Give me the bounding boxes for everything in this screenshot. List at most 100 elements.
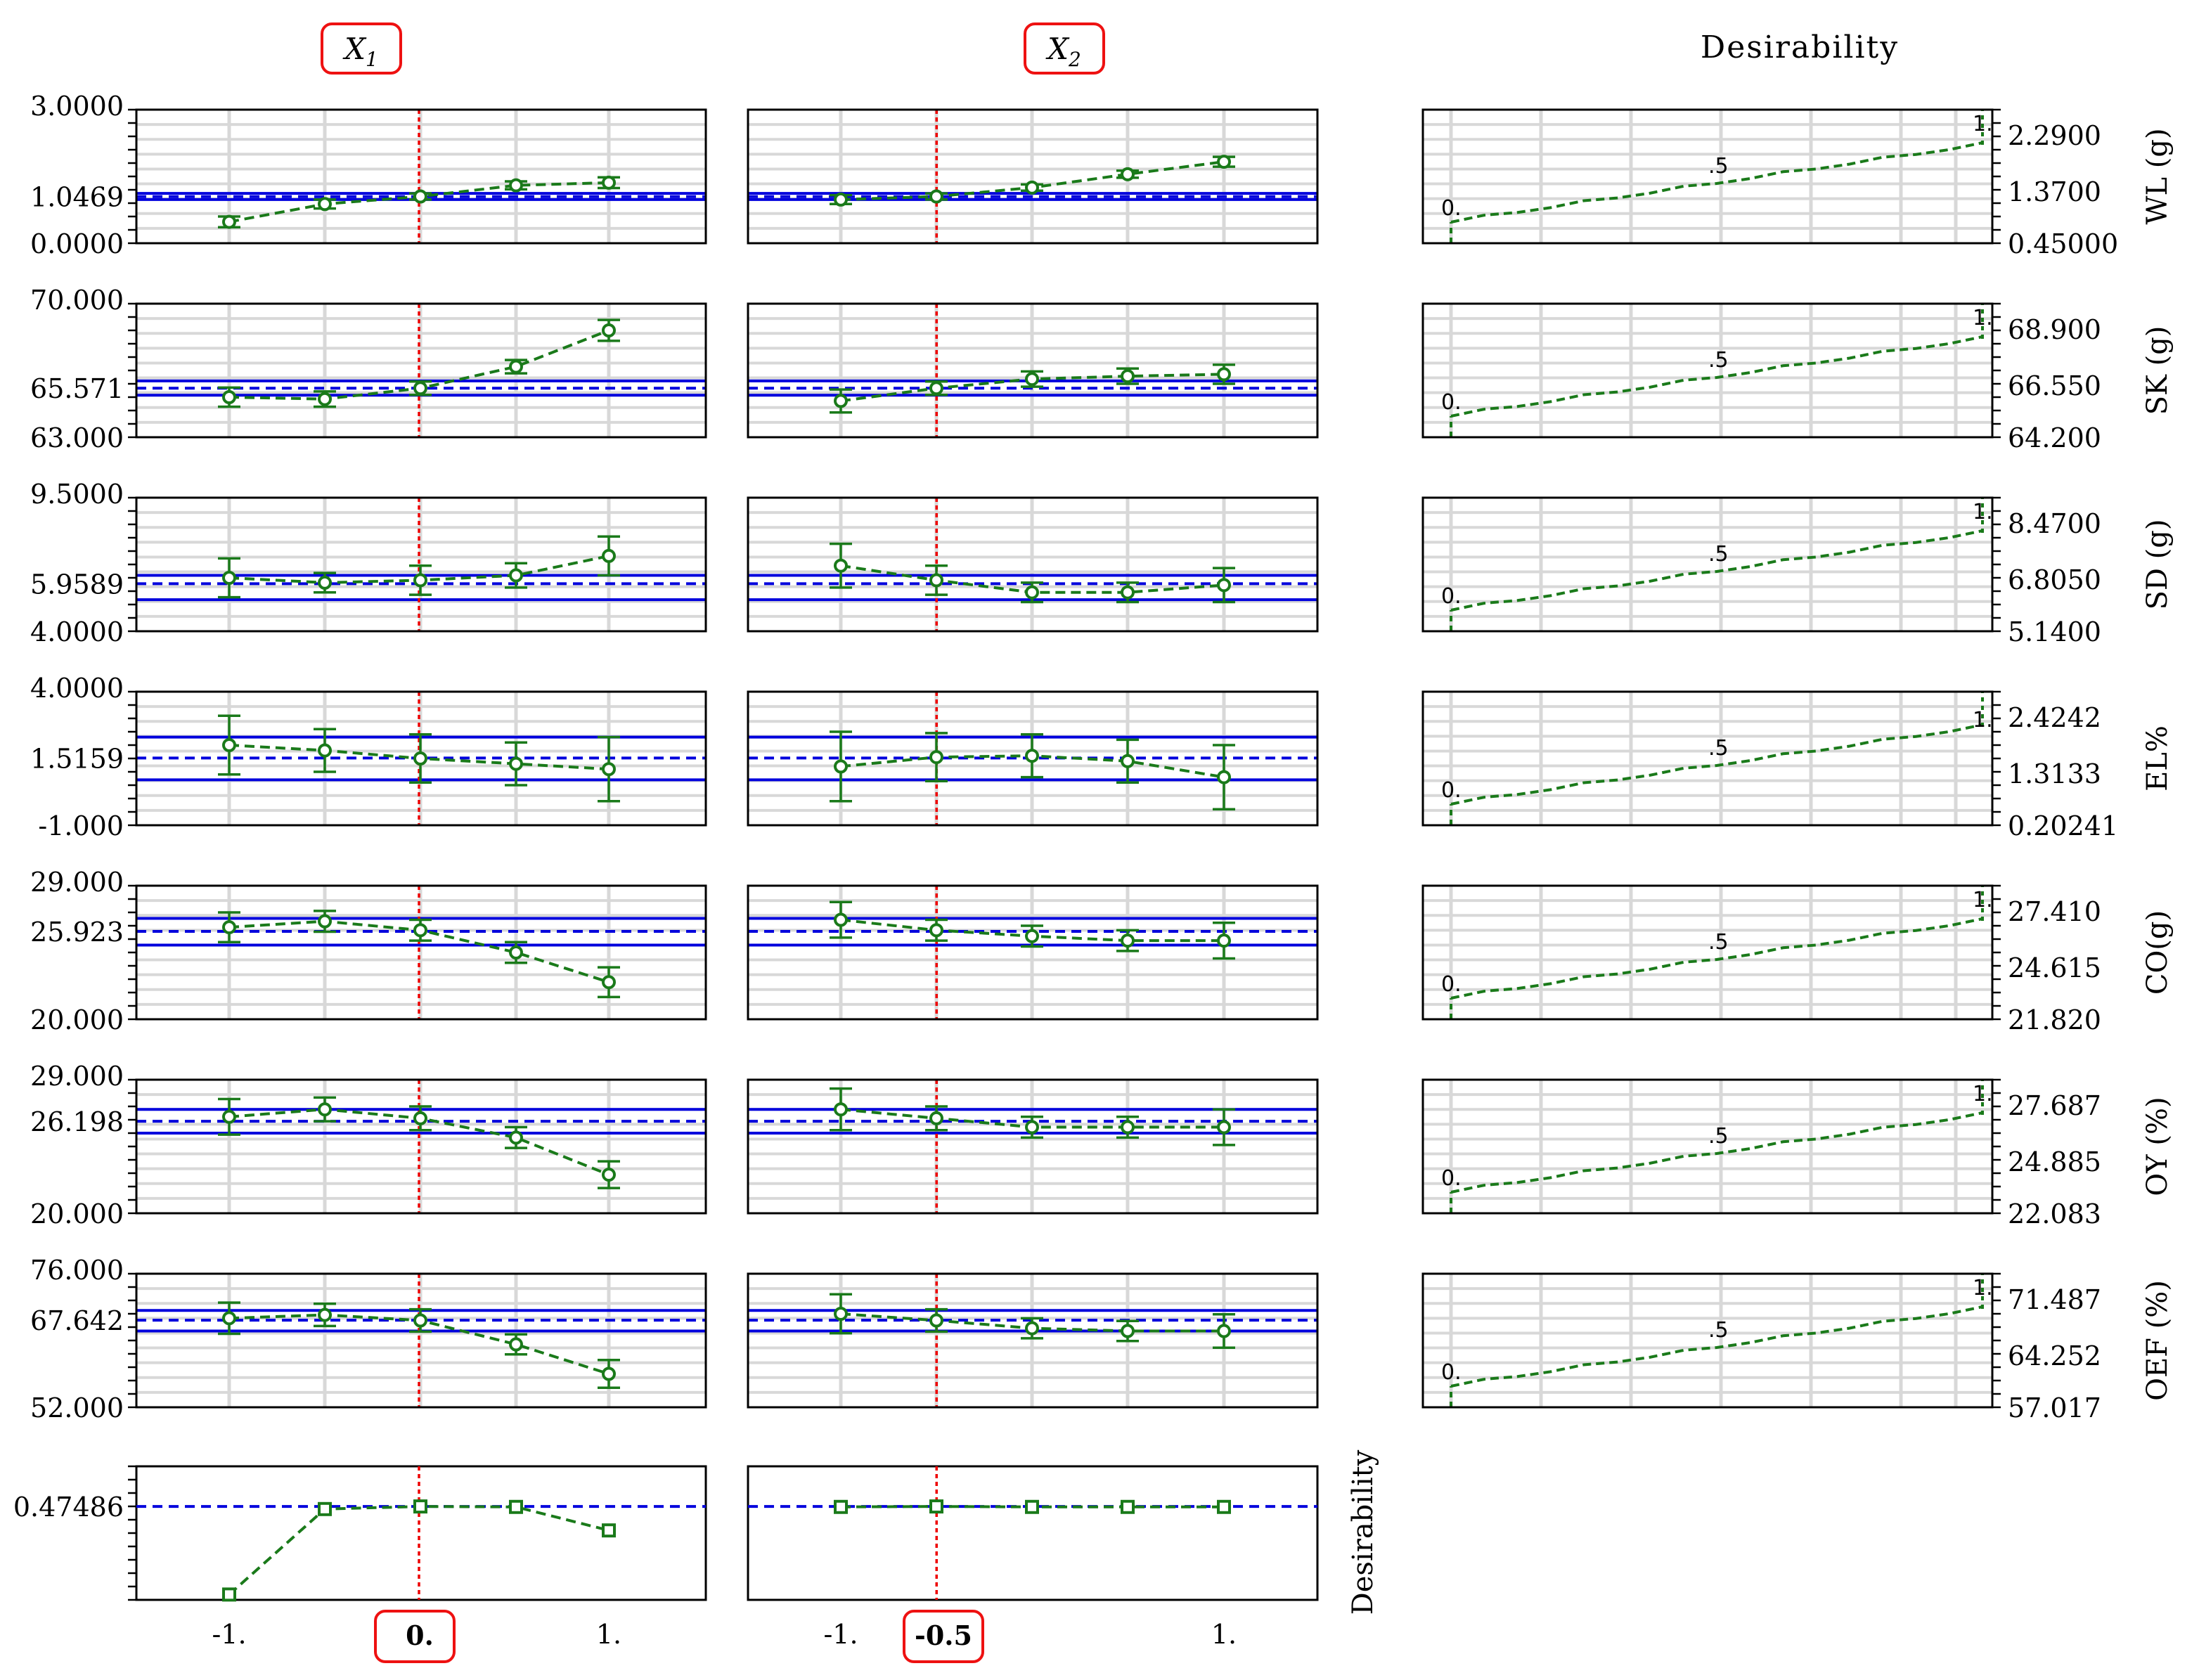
panel-frame	[747, 1465, 1319, 1601]
y-tick-label: 29.000	[30, 1061, 124, 1092]
x2-header-box[interactable]	[1024, 22, 1105, 75]
data-point	[834, 759, 848, 774]
desir-tick-label: 71.487	[2008, 1284, 2101, 1315]
desir-tick-label: 2.4242	[2008, 702, 2101, 733]
data-point	[509, 1337, 523, 1352]
y-tick-label: 76.000	[30, 1255, 124, 1286]
desir-label-mid: .5	[1708, 348, 1729, 373]
x1-header-label: X1	[342, 32, 378, 71]
data-point	[929, 573, 943, 588]
panel-frame	[135, 1465, 707, 1601]
data-point	[413, 381, 427, 396]
data-point	[929, 1313, 943, 1328]
desir-label-1: 1.	[1973, 1082, 1993, 1106]
desir-tick-label: 22.083	[2008, 1198, 2101, 1229]
response-name: OY (%)	[2141, 1097, 2174, 1196]
data-point	[222, 214, 236, 229]
desir-point	[834, 1499, 848, 1514]
desir-point	[318, 1501, 332, 1516]
data-point	[1217, 1324, 1231, 1338]
desir-point	[509, 1499, 523, 1514]
desir-label-mid: .5	[1708, 1124, 1729, 1149]
desir-curve	[1450, 335, 1983, 418]
desir-label-1: 1.	[1973, 306, 1993, 330]
desir-tick-label: 0.45000	[2008, 228, 2118, 259]
data-point	[318, 197, 332, 212]
data-point	[929, 189, 943, 204]
data-point	[318, 1102, 332, 1117]
desir-point	[1025, 1499, 1039, 1514]
data-point	[1217, 578, 1231, 593]
data-point	[509, 359, 523, 374]
desir-point	[602, 1523, 616, 1538]
data-point	[509, 756, 523, 771]
data-point	[222, 1109, 236, 1124]
panel-frame	[1421, 1272, 1994, 1409]
data-point	[1217, 155, 1231, 169]
data-point	[1025, 1321, 1039, 1336]
y-tick-label: 65.571	[30, 373, 124, 404]
desir-tick-label: 27.687	[2008, 1090, 2101, 1121]
panel-frame	[1421, 496, 1994, 633]
desir-tick-label: 0.20241	[2008, 810, 2118, 841]
data-point	[602, 323, 616, 337]
data-point	[602, 1168, 616, 1182]
data-point	[509, 1130, 523, 1145]
x2-current-box[interactable]	[903, 1610, 984, 1663]
y-tick-label: 4.0000	[30, 673, 124, 704]
panel-frame	[747, 108, 1319, 245]
data-point	[1121, 1324, 1135, 1338]
data-point	[602, 175, 616, 190]
data-point	[1121, 754, 1135, 768]
data-point	[318, 392, 332, 406]
y-tick-label: 3.0000	[30, 91, 124, 122]
data-point	[602, 975, 616, 990]
y-tick-label: 1.0469	[30, 182, 124, 213]
data-point	[1121, 167, 1135, 181]
data-point	[413, 1111, 427, 1125]
y-tick-label: 20.000	[30, 1198, 124, 1229]
data-point	[222, 738, 236, 752]
x1-current-box[interactable]	[374, 1610, 456, 1663]
y-tick-label: 9.5000	[30, 479, 124, 510]
data-point	[1217, 367, 1231, 382]
desir-y-tick: 0.47486	[13, 1492, 124, 1523]
x1-header-box[interactable]	[321, 22, 402, 75]
panel-frame	[747, 690, 1319, 827]
response-name: SK (g)	[2141, 326, 2174, 415]
panel-frame	[1421, 884, 1994, 1021]
data-point	[318, 914, 332, 929]
data-point	[602, 548, 616, 563]
desir-tick-label: 24.615	[2008, 952, 2101, 983]
data-point	[413, 189, 427, 204]
panels: 3.0000 1.0469 0.0000 0. .5 1. 2.2900 1.3700 0.45…	[13, 91, 2174, 1602]
desir-label-1: 1.	[1973, 888, 1993, 912]
y-tick-label: -1.000	[38, 810, 124, 841]
desir-label-1: 1.	[1973, 1276, 1993, 1300]
desir-label-mid: .5	[1708, 542, 1729, 567]
y-tick-label: 4.0000	[30, 616, 124, 647]
data-point	[929, 1111, 943, 1125]
desir-tick-label: 8.4700	[2008, 508, 2101, 539]
x2-tick-right: 1.	[1211, 1619, 1237, 1650]
desir-tick-label: 57.017	[2008, 1393, 2101, 1423]
desir-tick-label: 1.3700	[2008, 176, 2101, 207]
y-tick-label: 1.5159	[30, 743, 124, 774]
desir-point	[1217, 1499, 1231, 1514]
desir-curve	[1450, 1111, 1983, 1194]
data-point	[1025, 1120, 1039, 1135]
data-point	[1121, 933, 1135, 948]
data-point	[1025, 372, 1039, 387]
data-point	[834, 192, 848, 207]
desir-label-1: 1.	[1973, 500, 1993, 524]
data-point	[222, 1311, 236, 1326]
data-point	[222, 390, 236, 404]
response-name: OEF (%)	[2141, 1280, 2174, 1401]
data-point	[318, 575, 332, 590]
data-point	[929, 381, 943, 396]
desir-point	[222, 1587, 236, 1602]
y-tick-label: 70.000	[30, 285, 124, 316]
data-point	[1025, 180, 1039, 195]
data-point	[509, 568, 523, 583]
